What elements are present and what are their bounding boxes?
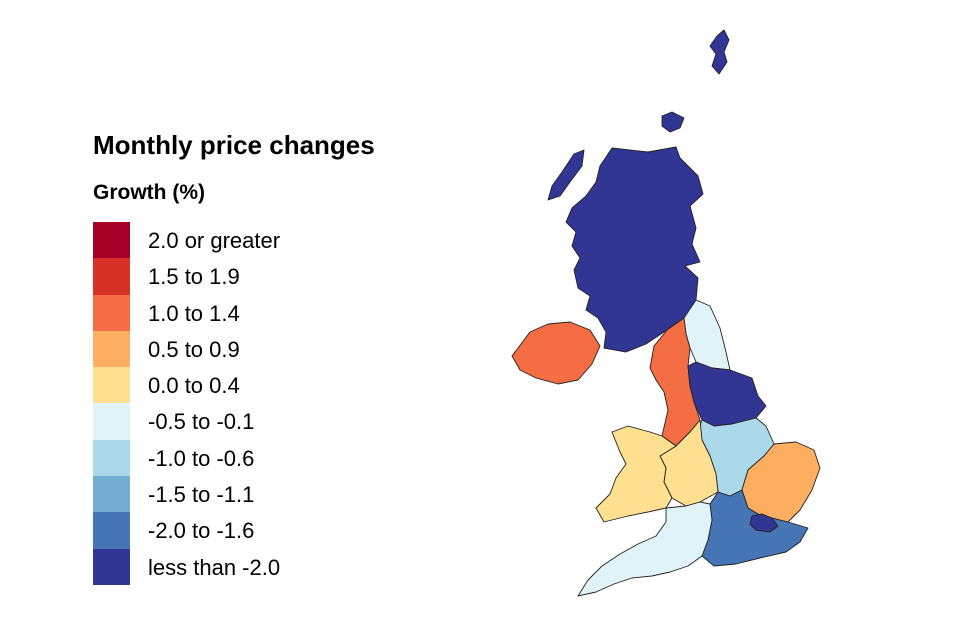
region-wales[interactable] [595, 425, 677, 523]
legend-swatch [93, 258, 130, 295]
region-london[interactable] [749, 513, 779, 533]
region-northern-ireland[interactable] [511, 321, 601, 385]
legend-swatch [93, 439, 130, 477]
legend-label: 2.0 or greater [148, 228, 281, 253]
legend-swatch [93, 512, 130, 549]
region-scotland-hebrides[interactable] [547, 149, 585, 201]
legend-label: 1.5 to 1.9 [148, 264, 240, 290]
legend-swatch [93, 403, 130, 440]
region-scotland-shetland[interactable] [709, 29, 730, 75]
legend-swatch [93, 476, 130, 513]
region-scotland[interactable] [565, 146, 704, 353]
legend-label: -2.0 to -1.6 [148, 518, 255, 544]
region-north-east[interactable] [683, 299, 731, 371]
legend-swatch [93, 294, 130, 331]
region-south-west[interactable] [577, 501, 713, 597]
legend-swatch [93, 330, 130, 368]
region-scotland-orkney[interactable] [661, 111, 685, 133]
legend-swatch [93, 222, 130, 259]
map-title: Monthly price changes [93, 130, 375, 160]
legend-label: -1.0 to -0.6 [148, 445, 255, 471]
legend-label: -0.5 to -0.1 [148, 409, 255, 435]
region-yorkshire[interactable] [687, 361, 767, 427]
legend-title: Growth (%) [93, 181, 205, 204]
legend-label: 1.0 to 1.4 [148, 300, 240, 326]
legend-label: 0.5 to 0.9 [148, 336, 240, 362]
legend-label: -1.5 to -1.1 [148, 482, 255, 508]
legend-swatch [93, 548, 130, 585]
legend-label: 0.0 to 0.4 [148, 373, 240, 399]
legend-label: less than -2.0 [148, 554, 281, 580]
legend-swatch [93, 367, 130, 404]
